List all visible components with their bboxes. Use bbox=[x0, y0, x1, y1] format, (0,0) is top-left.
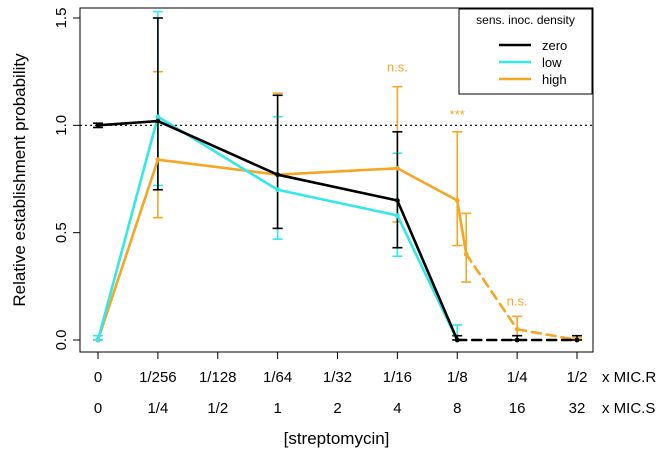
data-point-high bbox=[155, 157, 161, 163]
x-tick-label: 0 bbox=[94, 369, 102, 386]
x-tick-label: 1/128 bbox=[199, 369, 237, 386]
x-tick-label: 32 bbox=[569, 400, 586, 417]
data-point-low bbox=[275, 187, 281, 193]
data-point-high bbox=[394, 165, 400, 171]
x-unit-label: x MIC.R bbox=[602, 369, 656, 386]
x-tick-label: 1/64 bbox=[263, 369, 292, 386]
data-point-zero bbox=[155, 118, 161, 124]
x-tick-label: 1/4 bbox=[507, 369, 528, 386]
series-segment-low bbox=[276, 188, 399, 217]
x-tick-label: 1/32 bbox=[323, 369, 352, 386]
x-tick-label: 4 bbox=[393, 400, 401, 417]
x-axis: 0 1/256 1/128 1/64 1/32 1/16 1/8 1/4 1/2 x MIC.R 0… bbox=[94, 352, 656, 417]
data-point-low bbox=[394, 213, 400, 218]
significance-annotation: n.s. bbox=[507, 294, 528, 309]
series-segment-high bbox=[464, 252, 519, 331]
data-point-zero bbox=[394, 198, 400, 203]
data-point-high bbox=[463, 251, 469, 257]
series-lines bbox=[95, 114, 580, 343]
legend: sens. inoc. density zero low high bbox=[458, 8, 593, 95]
series-segment-high bbox=[396, 166, 459, 202]
series-segment-high bbox=[276, 166, 399, 177]
x-tick-label: 8 bbox=[453, 400, 461, 417]
x-tick-label: 1 bbox=[273, 400, 281, 417]
data-point-zero bbox=[275, 172, 281, 178]
x-axis-label: [streptomycin] bbox=[284, 429, 390, 448]
data-point-high bbox=[454, 198, 460, 203]
series-segment-high bbox=[515, 327, 579, 342]
legend-label-zero: zero bbox=[542, 38, 567, 53]
legend-label-low: low bbox=[542, 55, 562, 70]
x-tick-label: 2 bbox=[333, 400, 341, 417]
x-tick-label: 16 bbox=[509, 400, 526, 417]
legend-label-high: high bbox=[542, 72, 567, 87]
y-axis: 0.0 0.5 1.0 1.5 bbox=[53, 8, 80, 351]
plot-frame bbox=[79, 7, 594, 353]
plot-area bbox=[79, 7, 594, 353]
significance-annotation: n.s. bbox=[387, 60, 408, 75]
data-point-zero bbox=[514, 337, 520, 343]
series-segment-zero bbox=[156, 119, 279, 177]
series-segment-zero bbox=[276, 173, 399, 202]
annotations: n.s. *** n.s. bbox=[387, 60, 528, 309]
x-tick-label: 1/2 bbox=[567, 369, 588, 386]
series-segment-zero bbox=[96, 119, 160, 127]
data-point-zero bbox=[454, 337, 460, 343]
x-tick-label: 1/16 bbox=[383, 369, 412, 386]
y-tick-label: 1.0 bbox=[53, 115, 70, 136]
data-point-low bbox=[155, 114, 161, 120]
y-axis-label: Relative establishment probability bbox=[10, 53, 29, 307]
x-tick-label: 0 bbox=[94, 400, 102, 417]
series-segment-zero bbox=[396, 199, 459, 342]
data-point-zero bbox=[574, 337, 580, 343]
legend-title: sens. inoc. density bbox=[476, 13, 575, 27]
series-segment-high bbox=[455, 199, 468, 256]
data-point-high bbox=[514, 326, 520, 332]
series-segment-high bbox=[96, 158, 160, 342]
significance-annotation: *** bbox=[450, 107, 465, 122]
x-tick-label: 1/2 bbox=[207, 400, 228, 417]
series-segment-high bbox=[156, 158, 279, 177]
y-tick-label: 1.5 bbox=[53, 8, 70, 29]
x-tick-label: 1/256 bbox=[139, 369, 177, 386]
y-tick-label: 0.0 bbox=[53, 330, 70, 351]
series-segment-low bbox=[96, 115, 160, 342]
data-point-low bbox=[95, 337, 101, 343]
x-tick-label: 1/4 bbox=[147, 400, 168, 417]
x-unit-label: x MIC.S bbox=[602, 400, 655, 417]
y-tick-label: 0.5 bbox=[53, 222, 70, 243]
data-point-zero bbox=[95, 122, 101, 128]
x-tick-label: 1/8 bbox=[447, 369, 468, 386]
